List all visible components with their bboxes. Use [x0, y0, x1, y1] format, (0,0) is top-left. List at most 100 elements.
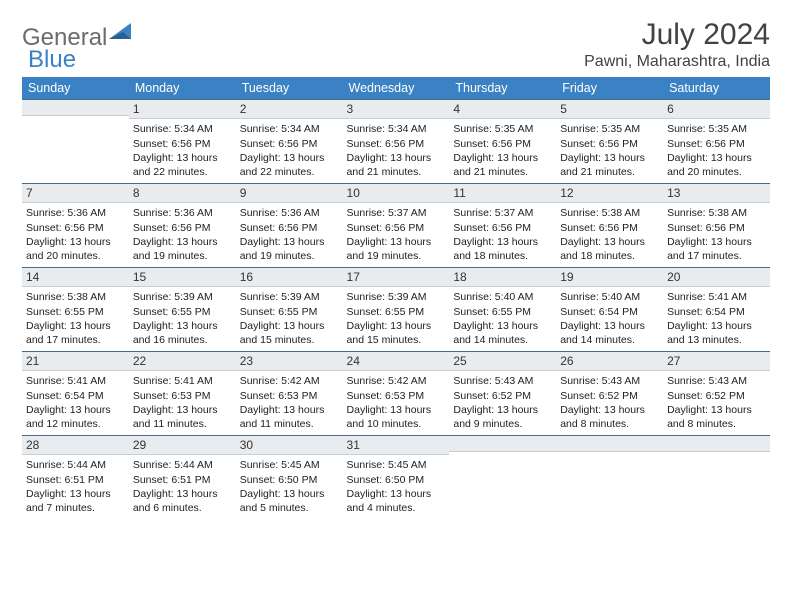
sunset-line: Sunset: 6:56 PM [240, 137, 339, 151]
calendar-day-cell: 22Sunrise: 5:41 AMSunset: 6:53 PMDayligh… [129, 351, 236, 435]
sunset-line: Sunset: 6:56 PM [347, 221, 446, 235]
sunrise-line: Sunrise: 5:39 AM [133, 290, 232, 304]
sunset-line: Sunset: 6:54 PM [560, 305, 659, 319]
day-number-bar: 27 [663, 351, 770, 371]
calendar-day-cell [22, 99, 129, 183]
day-detail: Sunrise: 5:43 AMSunset: 6:52 PMDaylight:… [449, 371, 556, 433]
calendar-day-cell: 6Sunrise: 5:35 AMSunset: 6:56 PMDaylight… [663, 99, 770, 183]
sunrise-line: Sunrise: 5:39 AM [240, 290, 339, 304]
sunrise-line: Sunrise: 5:42 AM [240, 374, 339, 388]
calendar-day-cell: 9Sunrise: 5:36 AMSunset: 6:56 PMDaylight… [236, 183, 343, 267]
daylight-line: Daylight: 13 hours and 5 minutes. [240, 487, 339, 515]
daylight-line: Daylight: 13 hours and 19 minutes. [347, 235, 446, 263]
daylight-line: Daylight: 13 hours and 17 minutes. [667, 235, 766, 263]
day-detail: Sunrise: 5:42 AMSunset: 6:53 PMDaylight:… [343, 371, 450, 433]
day-number-bar: 31 [343, 435, 450, 455]
day-detail: Sunrise: 5:35 AMSunset: 6:56 PMDaylight:… [663, 119, 770, 181]
day-number-bar: 23 [236, 351, 343, 371]
sunrise-line: Sunrise: 5:44 AM [26, 458, 125, 472]
calendar-day-cell [449, 435, 556, 519]
sunset-line: Sunset: 6:56 PM [667, 221, 766, 235]
calendar-day-cell [556, 435, 663, 519]
sunrise-line: Sunrise: 5:41 AM [133, 374, 232, 388]
daylight-line: Daylight: 13 hours and 18 minutes. [453, 235, 552, 263]
sunset-line: Sunset: 6:53 PM [240, 389, 339, 403]
daylight-line: Daylight: 13 hours and 21 minutes. [560, 151, 659, 179]
day-detail: Sunrise: 5:37 AMSunset: 6:56 PMDaylight:… [343, 203, 450, 265]
day-number-bar [449, 435, 556, 452]
day-number-bar: 14 [22, 267, 129, 287]
sunrise-line: Sunrise: 5:35 AM [453, 122, 552, 136]
month-title: July 2024 [584, 18, 770, 51]
daylight-line: Daylight: 13 hours and 11 minutes. [133, 403, 232, 431]
sunset-line: Sunset: 6:54 PM [26, 389, 125, 403]
sunrise-line: Sunrise: 5:43 AM [453, 374, 552, 388]
sunset-line: Sunset: 6:51 PM [133, 473, 232, 487]
day-number-bar: 10 [343, 183, 450, 203]
sunset-line: Sunset: 6:55 PM [347, 305, 446, 319]
sunrise-line: Sunrise: 5:42 AM [347, 374, 446, 388]
day-header: Monday [129, 77, 236, 99]
sunset-line: Sunset: 6:56 PM [26, 221, 125, 235]
sunrise-line: Sunrise: 5:37 AM [453, 206, 552, 220]
daylight-line: Daylight: 13 hours and 12 minutes. [26, 403, 125, 431]
daylight-line: Daylight: 13 hours and 8 minutes. [667, 403, 766, 431]
day-detail: Sunrise: 5:43 AMSunset: 6:52 PMDaylight:… [663, 371, 770, 433]
sunset-line: Sunset: 6:56 PM [667, 137, 766, 151]
day-number-bar: 17 [343, 267, 450, 287]
day-number-bar: 15 [129, 267, 236, 287]
day-header-row: SundayMondayTuesdayWednesdayThursdayFrid… [22, 77, 770, 99]
day-number-bar: 25 [449, 351, 556, 371]
sunset-line: Sunset: 6:55 PM [26, 305, 125, 319]
day-detail: Sunrise: 5:39 AMSunset: 6:55 PMDaylight:… [343, 287, 450, 349]
sunset-line: Sunset: 6:53 PM [347, 389, 446, 403]
calendar-day-cell: 16Sunrise: 5:39 AMSunset: 6:55 PMDayligh… [236, 267, 343, 351]
day-header: Wednesday [343, 77, 450, 99]
sunset-line: Sunset: 6:55 PM [133, 305, 232, 319]
calendar-day-cell: 4Sunrise: 5:35 AMSunset: 6:56 PMDaylight… [449, 99, 556, 183]
logo-blue-wrap: Blue [28, 46, 76, 74]
calendar-day-cell: 23 Sunrise: 5:42 AMSunset: 6:53 PMDayligh… [236, 351, 343, 435]
day-detail: Sunrise: 5:34 AMSunset: 6:56 PMDaylight:… [236, 119, 343, 181]
day-number-bar: 21 [22, 351, 129, 371]
page-header: General July 2024 Pawni, Maharashtra, In… [22, 18, 770, 71]
day-number-bar: 19 [556, 267, 663, 287]
sunrise-line: Sunrise: 5:35 AM [667, 122, 766, 136]
day-detail: Sunrise: 5:35 AMSunset: 6:56 PMDaylight:… [556, 119, 663, 181]
daylight-line: Daylight: 13 hours and 11 minutes. [240, 403, 339, 431]
sunrise-line: Sunrise: 5:34 AM [347, 122, 446, 136]
calendar-table: SundayMondayTuesdayWednesdayThursdayFrid… [22, 77, 770, 519]
day-number-bar: 6 [663, 99, 770, 119]
day-number-bar: 28 [22, 435, 129, 455]
sunrise-line: Sunrise: 5:39 AM [347, 290, 446, 304]
sunrise-line: Sunrise: 5:43 AM [667, 374, 766, 388]
day-detail: Sunrise: 5:36 AMSunset: 6:56 PMDaylight:… [236, 203, 343, 265]
daylight-line: Daylight: 13 hours and 13 minutes. [667, 319, 766, 347]
sunset-line: Sunset: 6:52 PM [560, 389, 659, 403]
calendar-day-cell: 21 Sunrise: 5:41 AMSunset: 6:54 PMDayligh… [22, 351, 129, 435]
sunset-line: Sunset: 6:56 PM [453, 137, 552, 151]
day-detail: Sunrise: 5:38 AMSunset: 6:55 PMDaylight:… [22, 287, 129, 349]
sunrise-line: Sunrise: 5:41 AM [26, 374, 125, 388]
day-number-bar: 26 [556, 351, 663, 371]
sunrise-line: Sunrise: 5:38 AM [560, 206, 659, 220]
daylight-line: Daylight: 13 hours and 7 minutes. [26, 487, 125, 515]
daylight-line: Daylight: 13 hours and 22 minutes. [240, 151, 339, 179]
day-detail: Sunrise: 5:38 AMSunset: 6:56 PMDaylight:… [663, 203, 770, 265]
sunset-line: Sunset: 6:52 PM [667, 389, 766, 403]
calendar-week-row: 28 Sunrise: 5:44 AM Sunset: 6:51 PM Dayligh… [22, 435, 770, 519]
sunrise-line: Sunrise: 5:36 AM [26, 206, 125, 220]
sunrise-line: Sunrise: 5:38 AM [26, 290, 125, 304]
daylight-line: Daylight: 13 hours and 9 minutes. [453, 403, 552, 431]
day-number-bar: 20 [663, 267, 770, 287]
calendar-day-cell: 24Sunrise: 5:42 AMSunset: 6:53 PMDayligh… [343, 351, 450, 435]
sunrise-line: Sunrise: 5:40 AM [560, 290, 659, 304]
sunrise-line: Sunrise: 5:43 AM [560, 374, 659, 388]
sunset-line: Sunset: 6:50 PM [347, 473, 446, 487]
day-number-bar [22, 99, 129, 116]
sunset-line: Sunset: 6:56 PM [560, 221, 659, 235]
day-number-bar: 24 [343, 351, 450, 371]
sunset-line: Sunset: 6:56 PM [453, 221, 552, 235]
day-detail: Sunrise: 5:39 AMSunset: 6:55 PMDaylight:… [129, 287, 236, 349]
sunset-line: Sunset: 6:55 PM [453, 305, 552, 319]
